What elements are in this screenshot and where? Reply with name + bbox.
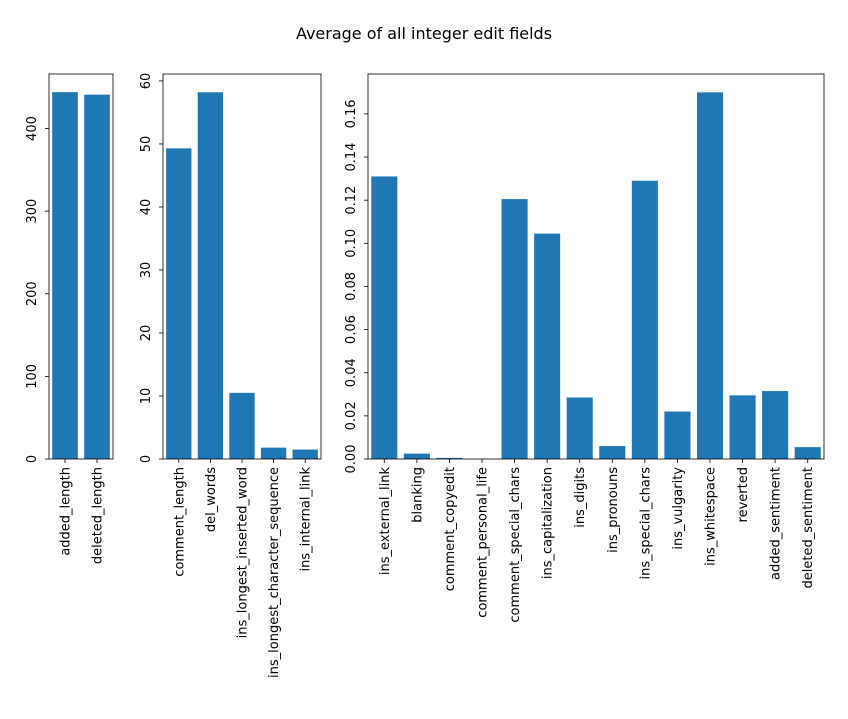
x-tick-label: deleted_sentiment [801,467,816,588]
y-tick-label: 0.10 [344,229,359,258]
x-tick-label: added_length [59,467,74,556]
y-tick-label: 300 [25,199,40,224]
axes-frame [48,73,114,460]
y-tick-label: 0.02 [344,401,359,430]
y-tick-label: 0.04 [344,358,359,387]
bar-comment-copyedit [436,457,463,459]
bar-added-length [52,92,78,460]
bar-ins-pronouns [599,446,626,459]
bar-ins-digits [566,397,593,459]
x-tick-label: ins_pronouns [606,467,621,553]
bar-ins-whitespace [696,92,724,459]
y-tick-label: 40 [139,199,154,216]
y-tick-label: 0.16 [344,99,359,128]
subplot-ratios: ins_external_link blanking comment_copyedi… [344,73,825,623]
y-tick-label: 30 [139,262,154,279]
x-tick-label: ins_whitespace [704,467,719,566]
x-tick-label: ins_digits [573,467,588,528]
axes-frame [162,73,322,460]
x-tick-label: comment_length [172,467,187,577]
y-tick-label: 0.12 [344,186,359,215]
bar-reverted [729,395,756,459]
y-tick-label: 0.00 [344,445,359,474]
axes-frame [367,73,825,460]
bar-comment-special-chars [501,199,528,459]
x-tick-label: reverted [736,467,751,522]
bar-blanking [403,453,430,459]
y-tick-label: 50 [139,136,154,153]
x-tick-label: ins_capitalization [541,467,556,579]
subplot-words-links: comment_length del_words ins_longest_inser… [139,73,322,678]
chart-title: Average of all integer edit fields [296,24,552,43]
subplot-length: added_length deleted_length 0 100 200 300 400 [25,73,114,564]
bar-ins-special-chars [631,180,658,459]
x-tick-label: comment_personal_life [476,467,491,618]
x-tick-label: comment_special_chars [508,467,523,623]
bar-ins-internal-link [292,449,318,459]
x-tick-label: ins_vulgarity [671,467,686,550]
y-tick-label: 0.14 [344,143,359,172]
y-tick-label: 10 [139,388,154,405]
bar-ins-external-link [371,176,398,459]
bar-added-sentiment [762,391,789,459]
x-tick-label: blanking [410,467,425,523]
bar-ins-vulgarity [664,411,691,459]
x-tick-label: comment_copyedit [443,467,458,591]
bar-deleted-length [84,94,110,460]
y-tick-label: 0.08 [344,272,359,301]
x-tick-label: ins_external_link [378,467,393,576]
y-tick-label: 0 [139,455,154,463]
x-tick-label: added_sentiment [769,467,784,580]
x-tick-label: ins_longest_character_sequence [267,467,282,678]
y-tick-label: 100 [25,364,40,389]
x-tick-label: ins_special_chars [638,467,653,580]
x-tick-label: deleted_length [91,467,106,564]
y-tick-label: 0.06 [344,315,359,344]
y-tick-label: 0 [25,455,40,463]
y-tick-label: 60 [139,73,154,90]
bar-ins-longest-character-sequence [260,447,287,459]
y-tick-label: 400 [25,116,40,141]
bar-ins-capitalization [534,233,561,459]
bar-ins-longest-inserted-word [229,392,255,459]
bar-comment-length [166,148,192,459]
bar-del-words [197,92,224,460]
x-tick-label: del_words [204,467,219,532]
x-tick-label: ins_internal_link [299,467,314,572]
y-tick-label: 20 [139,325,154,342]
y-tick-label: 200 [25,281,40,306]
bar-deleted-sentiment [794,447,821,459]
x-tick-label: ins_longest_inserted_word [236,467,251,638]
